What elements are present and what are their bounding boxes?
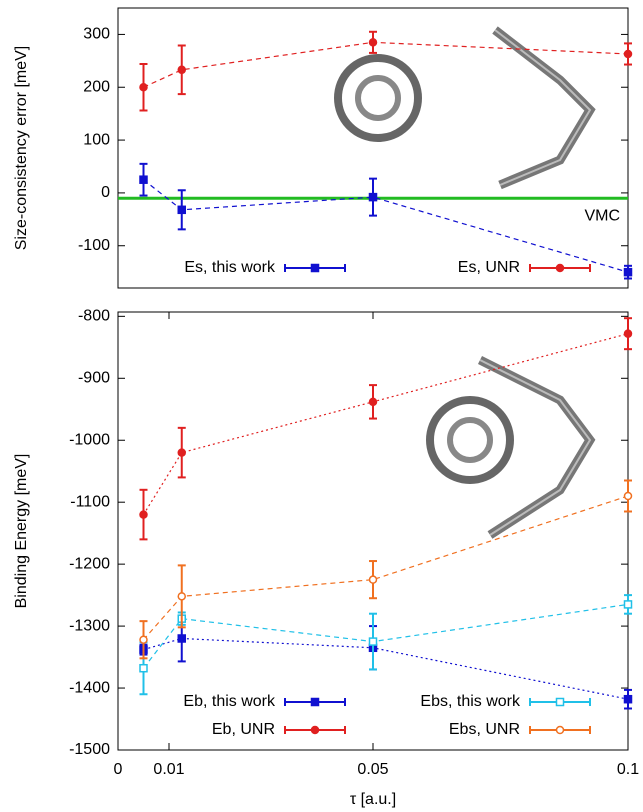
marker: [178, 66, 185, 73]
y-axis-label: Size-consistency error [meV]: [13, 46, 30, 251]
marker: [370, 576, 377, 583]
plot-frame: [118, 312, 628, 750]
page: -1000100200300Size-consistency error [me…: [0, 0, 643, 812]
molecule-illustration: [338, 30, 590, 535]
x-tick-label: 0: [114, 761, 123, 778]
marker: [625, 50, 632, 57]
marker: [370, 638, 377, 645]
x-tick-label: 0.1: [617, 761, 639, 778]
legend-label: Eb, this work: [183, 693, 276, 710]
y-tick-label: -1000: [69, 431, 110, 448]
marker: [557, 727, 564, 734]
x-tick-label: 0.05: [357, 761, 388, 778]
marker: [140, 636, 147, 643]
marker: [625, 601, 632, 608]
y-tick-label: 300: [83, 26, 110, 43]
marker: [140, 511, 147, 518]
y-tick-label: -800: [78, 308, 110, 325]
marker: [140, 176, 147, 183]
reference-label: VMC: [584, 207, 620, 224]
legend-label: Eb, UNR: [212, 721, 275, 738]
marker: [370, 39, 377, 46]
marker: [625, 330, 632, 337]
marker: [370, 398, 377, 405]
y-tick-label: 100: [83, 131, 110, 148]
marker: [140, 84, 147, 91]
y-tick-label: -100: [78, 237, 110, 254]
marker: [625, 696, 632, 703]
marker: [140, 665, 147, 672]
marker: [557, 699, 564, 706]
y-tick-label: -1200: [69, 555, 110, 572]
series-line: [144, 638, 629, 699]
marker: [370, 194, 377, 201]
y-tick-label: -900: [78, 370, 110, 387]
marker: [178, 635, 185, 642]
series-line: [144, 496, 629, 640]
x-axis-label: τ [a.u.]: [350, 791, 396, 808]
marker: [557, 265, 564, 272]
y-tick-label: -1300: [69, 617, 110, 634]
x-tick-label: 0.01: [153, 761, 184, 778]
y-tick-label: -1500: [69, 741, 110, 758]
y-tick-label: 200: [83, 78, 110, 95]
legend-label: Es, this work: [184, 259, 276, 276]
legend-label: Ebs, UNR: [449, 721, 520, 738]
chart: -1000100200300Size-consistency error [me…: [0, 0, 643, 812]
marker: [178, 593, 185, 600]
marker: [312, 699, 319, 706]
marker: [178, 206, 185, 213]
legend-label: Es, UNR: [458, 259, 520, 276]
series-line: [144, 604, 629, 668]
y-tick-label: -1400: [69, 679, 110, 696]
marker: [625, 492, 632, 499]
series-line: [144, 334, 629, 515]
y-axis-label: Binding Energy [meV]: [13, 454, 30, 609]
marker: [312, 265, 319, 272]
y-tick-label: 0: [101, 184, 110, 201]
legend-label: Ebs, this work: [420, 693, 521, 710]
marker: [178, 449, 185, 456]
marker: [312, 727, 319, 734]
y-tick-label: -1100: [70, 493, 110, 510]
marker: [625, 269, 632, 276]
